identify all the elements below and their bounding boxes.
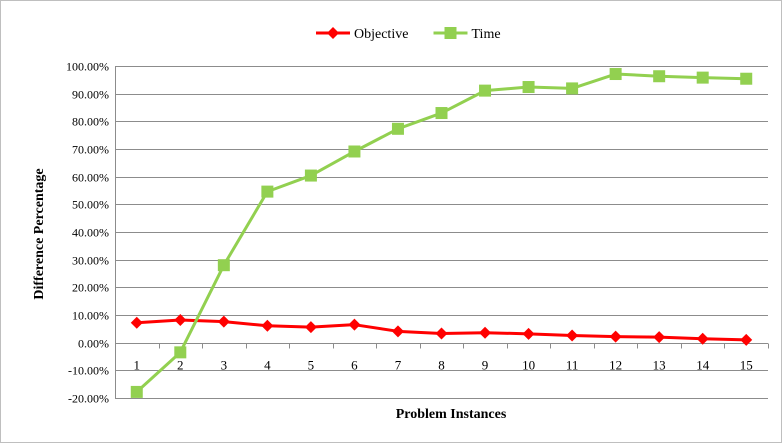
- y-tick-label: 20.00%: [72, 281, 109, 295]
- y-axis-title: Difference Percentage: [32, 168, 47, 299]
- data-point-time: [304, 169, 317, 182]
- data-point-objective: [261, 319, 274, 332]
- series-time: [130, 68, 753, 398]
- gridlines: [115, 66, 768, 399]
- data-point-objective: [653, 331, 666, 344]
- x-tick-label: 8: [438, 358, 445, 373]
- legend-label: Time: [472, 27, 501, 42]
- y-tick-label: 30.00%: [72, 254, 109, 268]
- data-point-time: [348, 145, 361, 158]
- x-tick-label: 3: [221, 358, 228, 373]
- data-point-objective: [217, 315, 230, 328]
- x-tick-label: 5: [308, 358, 315, 373]
- data-point-objective: [174, 313, 187, 326]
- x-tick-label: 9: [482, 358, 489, 373]
- y-tick-label: 0.00%: [78, 337, 109, 351]
- y-tick-label: 100.00%: [66, 60, 109, 74]
- x-tick-label: 15: [740, 358, 753, 373]
- legend-item-objective: Objective: [316, 27, 408, 42]
- data-point-objective: [696, 332, 709, 345]
- y-tick-label: 40.00%: [72, 226, 109, 240]
- data-point-objective: [609, 330, 622, 343]
- y-tick-label: 70.00%: [72, 143, 109, 157]
- data-point-time: [435, 107, 448, 120]
- data-point-objective: [435, 327, 448, 340]
- legend-label: Objective: [354, 27, 408, 42]
- axes: -20.00% -10.00% 0.00% 10.00% 20.00% 30.00% 40.…: [66, 60, 769, 406]
- data-point-time: [174, 346, 187, 359]
- series-objective: [130, 313, 753, 346]
- data-point-time: [740, 72, 753, 85]
- legend-item-time: Time: [433, 27, 501, 42]
- data-point-time: [609, 68, 622, 81]
- y-tick-label: 60.00%: [72, 171, 109, 185]
- y-tick-label: 10.00%: [72, 309, 109, 323]
- data-point-time: [566, 82, 579, 95]
- legend-swatch-marker: [327, 27, 339, 39]
- data-point-objective: [522, 327, 535, 340]
- data-point-objective: [740, 333, 753, 346]
- series: [130, 68, 753, 398]
- data-point-objective: [479, 326, 492, 339]
- x-tick-label: 2: [177, 358, 184, 373]
- data-point-time: [261, 185, 274, 198]
- x-tick-label: 13: [653, 358, 666, 373]
- data-point-objective: [348, 318, 361, 331]
- x-tick-label: 7: [395, 358, 402, 373]
- data-point-time: [653, 70, 666, 83]
- y-tick-label: -10.00%: [68, 364, 109, 378]
- data-point-objective: [130, 316, 143, 329]
- y-tick-label: -20.00%: [68, 392, 109, 406]
- data-point-time: [522, 81, 535, 94]
- x-tick-label: 14: [696, 358, 710, 373]
- y-tick-label: 80.00%: [72, 115, 109, 129]
- data-point-time: [391, 122, 404, 135]
- x-tick-label: 6: [351, 358, 358, 373]
- x-tick-label: 12: [609, 358, 622, 373]
- y-tick-label: 50.00%: [72, 198, 109, 212]
- data-point-objective: [566, 329, 579, 342]
- x-tick-label: 11: [566, 358, 579, 373]
- legend-swatch-marker: [444, 27, 457, 39]
- data-point-objective: [391, 325, 404, 338]
- x-tick-label: 10: [522, 358, 535, 373]
- data-point-time: [217, 259, 230, 272]
- x-tick-label: 4: [264, 358, 271, 373]
- data-point-time: [696, 71, 709, 84]
- legend: Objective Time: [316, 27, 501, 42]
- x-tick-label: 1: [134, 358, 141, 373]
- data-point-time: [479, 84, 492, 97]
- x-axis-title: Problem Instances: [396, 407, 507, 422]
- y-tick-label: 90.00%: [72, 88, 109, 102]
- data-point-time: [130, 385, 143, 398]
- data-point-objective: [304, 321, 317, 334]
